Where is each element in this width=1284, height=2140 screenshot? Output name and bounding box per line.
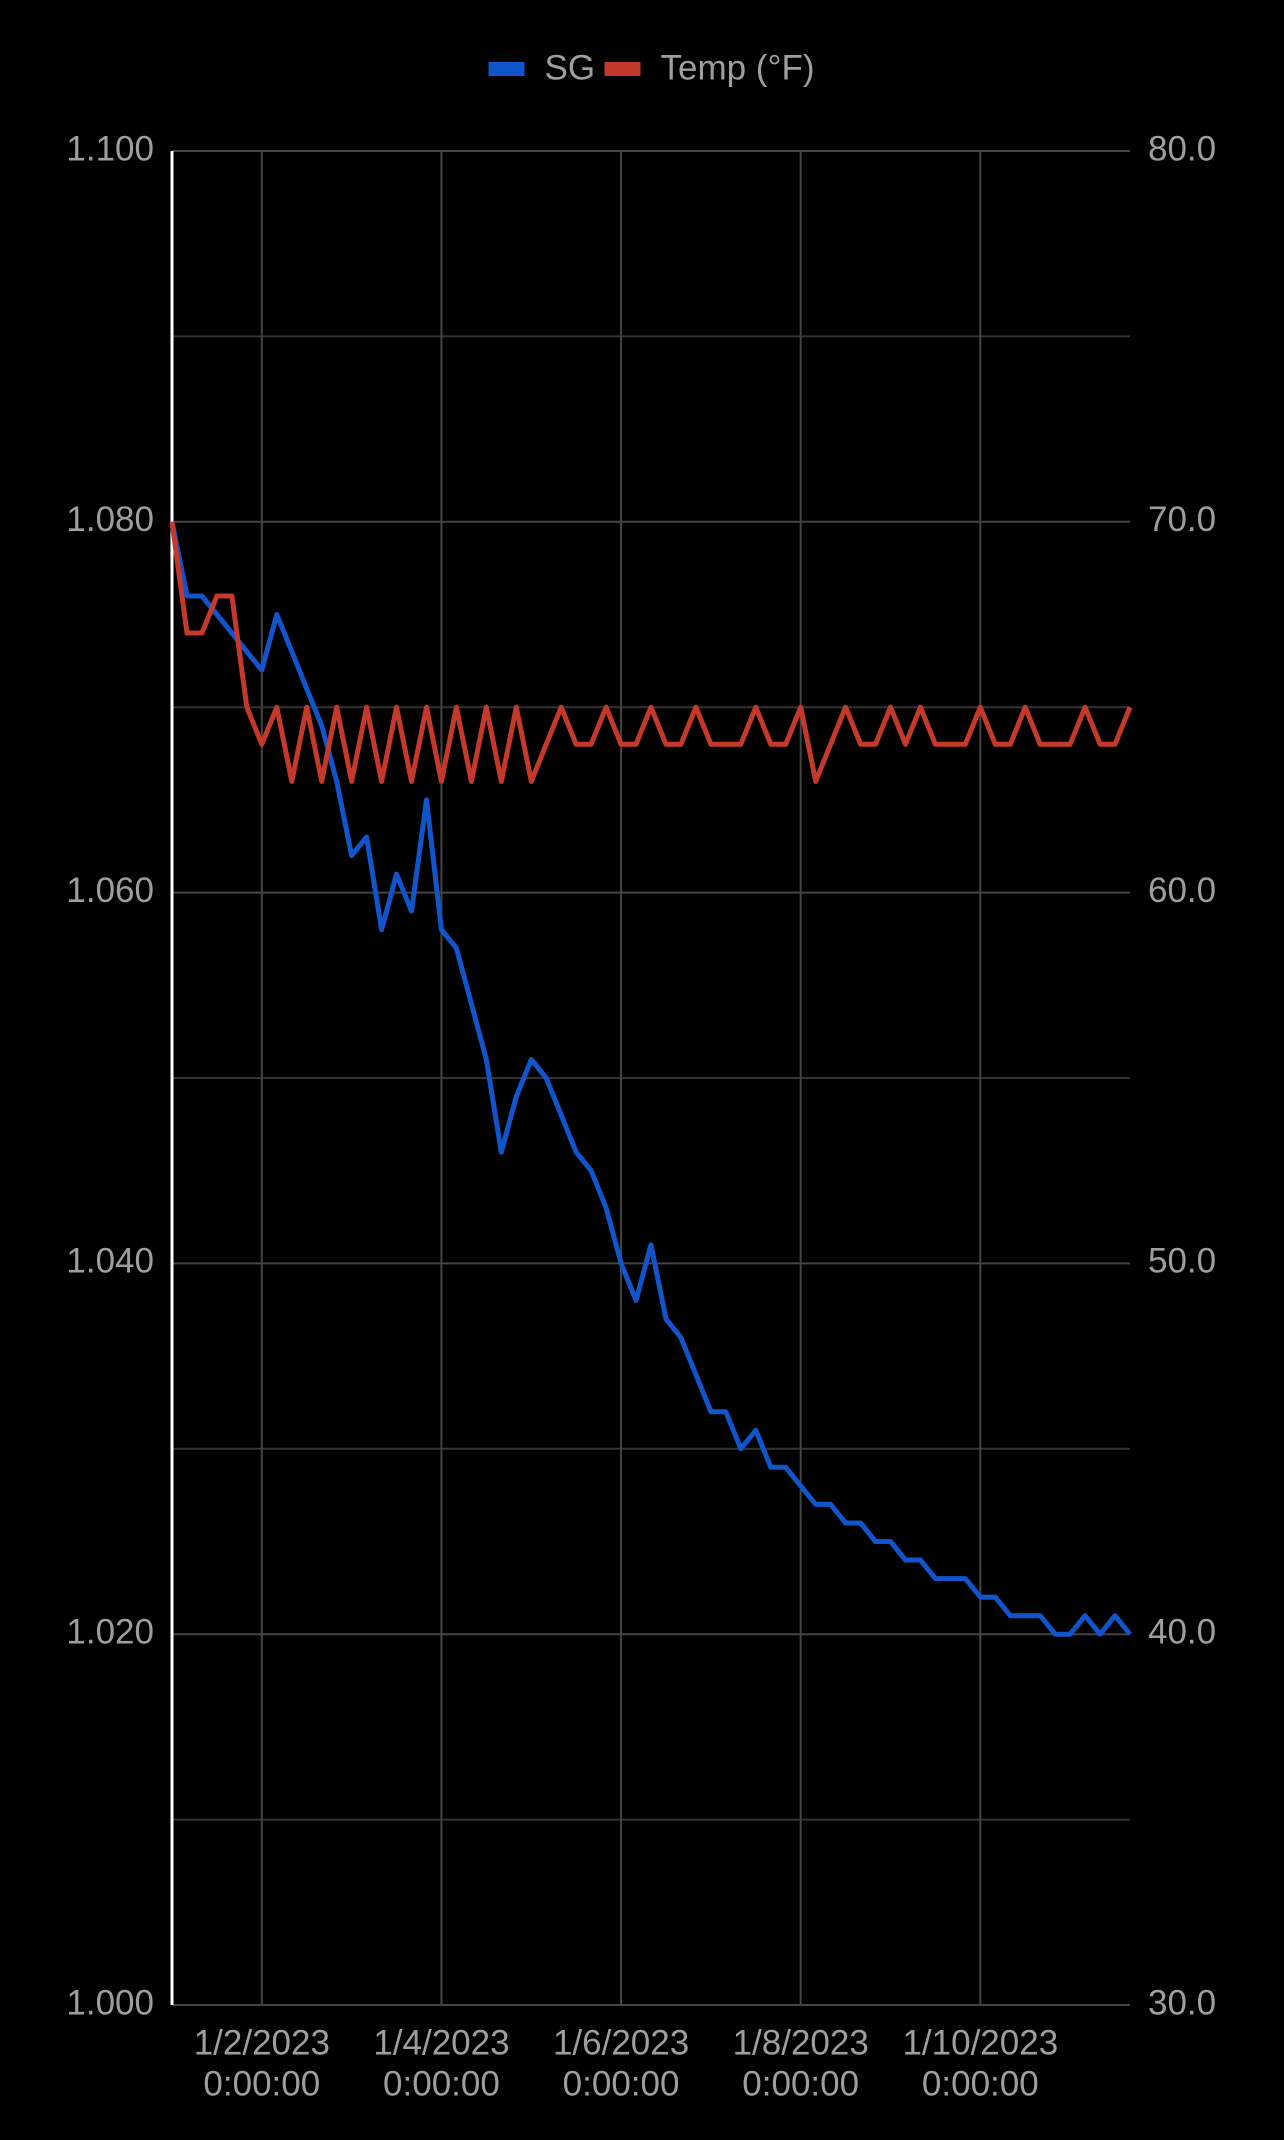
x-tick-label: 1/8/2023 xyxy=(733,2023,869,2062)
y2-tick-label: 70.0 xyxy=(1148,500,1216,539)
y2-tick-label: 50.0 xyxy=(1148,1242,1216,1281)
y2-tick-label: 60.0 xyxy=(1148,871,1216,910)
legend-swatch xyxy=(604,62,641,76)
x-tick-label: 1/2/2023 xyxy=(194,2023,330,2062)
x-tick-label: 1/10/2023 xyxy=(902,2023,1058,2062)
y2-tick-label: 80.0 xyxy=(1148,129,1216,168)
x-tick-label: 0:00:00 xyxy=(383,2064,500,2103)
y-tick-label: 1.080 xyxy=(66,500,154,539)
series-line xyxy=(169,521,1133,784)
y-tick-label: 1.060 xyxy=(66,871,154,910)
series-line xyxy=(169,521,1132,1637)
legend-label: SG xyxy=(545,48,596,87)
y-tick-label: 1.000 xyxy=(66,1983,154,2022)
x-tick-label: 0:00:00 xyxy=(742,2064,859,2103)
y-tick-label: 1.040 xyxy=(66,1242,154,1281)
legend-swatch xyxy=(488,62,525,76)
legend-label: Temp (°F) xyxy=(661,48,815,87)
x-tick-label: 0:00:00 xyxy=(563,2064,680,2103)
y2-tick-label: 40.0 xyxy=(1148,1612,1216,1651)
y2-tick-label: 30.0 xyxy=(1148,1983,1216,2022)
x-tick-label: 1/6/2023 xyxy=(553,2023,689,2062)
y-tick-label: 1.100 xyxy=(66,129,154,168)
x-tick-label: 0:00:00 xyxy=(922,2064,1039,2103)
x-tick-label: 1/4/2023 xyxy=(373,2023,509,2062)
y-tick-label: 1.020 xyxy=(66,1612,154,1651)
x-tick-label: 0:00:00 xyxy=(203,2064,320,2103)
